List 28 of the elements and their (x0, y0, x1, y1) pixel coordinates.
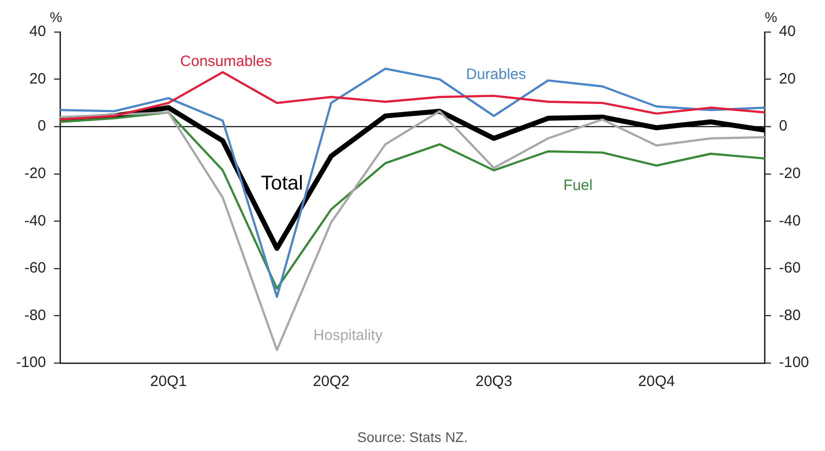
y-tick-label: -100 (16, 354, 46, 372)
y-tick-label: 20 (29, 70, 46, 88)
series-label: Consumables (180, 53, 272, 70)
y2-tick-label: -80 (778, 306, 801, 324)
x-tick-label: 20Q2 (312, 373, 350, 390)
y-tick-label: -20 (24, 165, 46, 182)
y2-tick-label: -60 (778, 260, 801, 277)
series-label: Hospitality (313, 327, 384, 344)
y-tick-label: -40 (24, 212, 46, 230)
y2-tick-label: 20 (778, 70, 796, 88)
y2-tick-label: -20 (778, 165, 801, 182)
y-axis-title: % (50, 9, 62, 25)
y2-tick-label: 40 (778, 23, 796, 40)
y-tick-label: 40 (29, 23, 46, 40)
x-tick-label: 20Q4 (638, 373, 675, 390)
x-tick-label: 20Q3 (475, 373, 512, 390)
series-label: Fuel (563, 177, 593, 194)
y-tick-label: 0 (38, 118, 46, 135)
y2-axis-title: % (764, 9, 778, 25)
y2-tick-label: -100 (778, 354, 810, 372)
series-label: Total (260, 172, 304, 195)
series-label: Durables (466, 66, 526, 84)
y-tick-label: -80 (24, 306, 46, 324)
x-tick-label: 20Q1 (150, 373, 187, 390)
y2-tick-label: -40 (778, 212, 801, 230)
source-note: Source: Stats NZ. (357, 428, 468, 445)
y2-tick-label: 0 (778, 118, 788, 135)
y-tick-label: -60 (24, 260, 46, 277)
